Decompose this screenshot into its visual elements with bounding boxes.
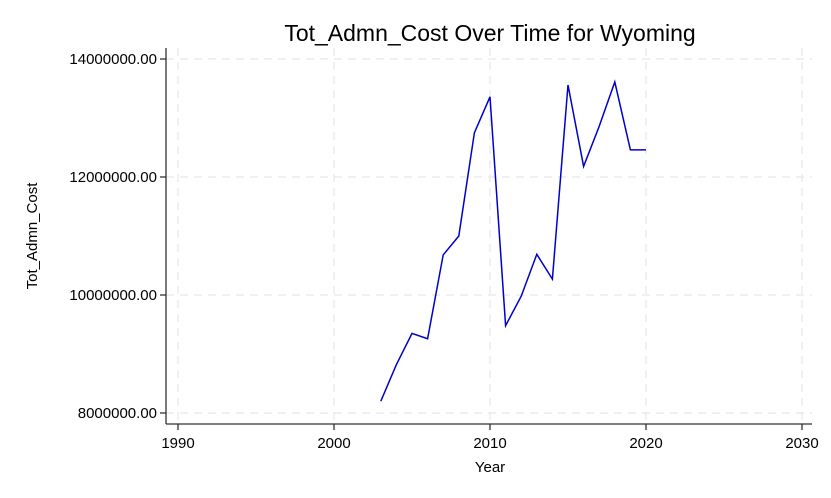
y-tick-label: 8000000.00 <box>78 405 157 422</box>
x-tick-label: 1990 <box>161 435 194 452</box>
x-tick-label: 2010 <box>473 435 506 452</box>
y-axis-label: Tot_Admn_Cost <box>24 182 41 290</box>
x-tick-label: 2030 <box>785 435 818 452</box>
chart-title: Tot_Admn_Cost Over Time for Wyoming <box>284 20 695 46</box>
y-gridlines <box>166 58 812 414</box>
y-tick-label: 10000000.00 <box>69 287 157 304</box>
y-tick-label: 14000000.00 <box>69 51 157 68</box>
x-tick-label: 2020 <box>629 435 662 452</box>
x-axis-label: Year <box>475 459 505 476</box>
y-tick-label: 12000000.00 <box>69 169 157 186</box>
y-axis-ticks: 8000000.00 10000000.00 12000000.00 14000000… <box>69 51 166 422</box>
series-line <box>380 79 646 402</box>
x-tick-label: 2000 <box>317 435 350 452</box>
x-axis-ticks: 1990 2000 2010 2020 2030 <box>161 424 819 452</box>
x-gridlines <box>177 48 803 424</box>
series-layer <box>380 79 646 402</box>
